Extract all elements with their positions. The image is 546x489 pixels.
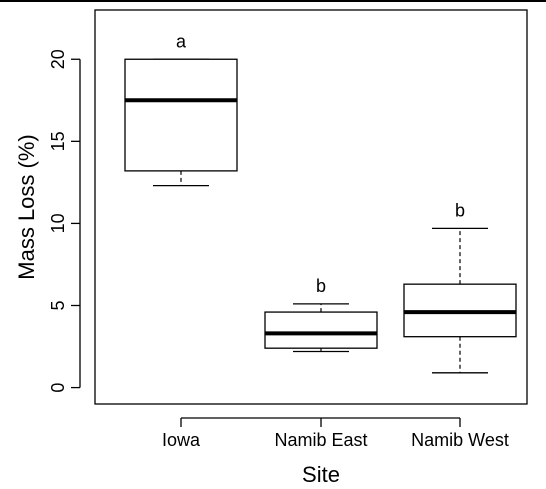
x-tick-label-namib-west: Namib West	[411, 430, 509, 450]
y-axis: 0 5 10 15 20	[48, 49, 81, 393]
box-namib-west: b	[403, 200, 517, 374]
group-letter-namib-east: b	[316, 276, 326, 296]
box-iowa: a	[124, 31, 238, 187]
x-tick-label-iowa: Iowa	[162, 430, 201, 450]
x-tick-label-namib-east: Namib East	[274, 430, 367, 450]
y-tick-label-15: 15	[48, 131, 68, 151]
x-axis-title: Site	[302, 462, 340, 487]
iqr-box-namib-east	[264, 311, 378, 349]
boxes-layer: a b b	[124, 31, 517, 374]
y-tick-label-5: 5	[48, 300, 68, 310]
y-tick-label-20: 20	[48, 49, 68, 69]
y-tick-label-0: 0	[48, 383, 68, 393]
group-letter-namib-west: b	[455, 200, 465, 220]
y-tick-label-10: 10	[48, 213, 68, 233]
y-axis-title: Mass Loss (%)	[14, 134, 39, 279]
x-axis: Iowa Namib East Namib West	[162, 417, 509, 450]
iqr-box-iowa	[124, 58, 238, 172]
group-letter-iowa: a	[176, 31, 187, 51]
plot-frame	[94, 9, 528, 405]
box-namib-east: b	[264, 276, 378, 353]
